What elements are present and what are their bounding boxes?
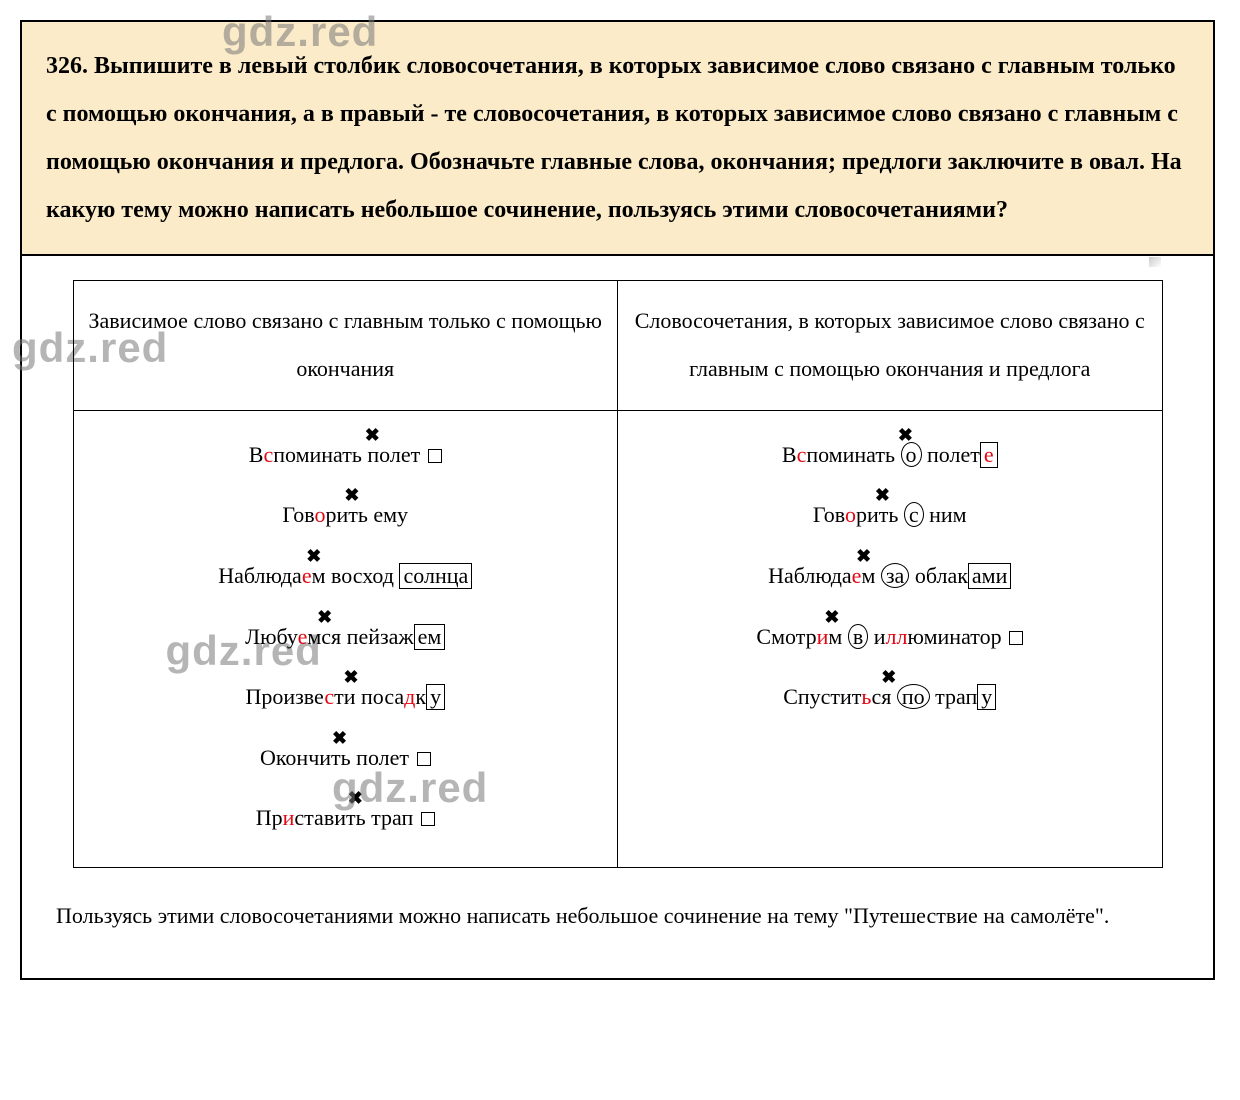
phrase: ✖ Спуститься по трапу: [783, 683, 996, 712]
cross-icon: ✖: [824, 608, 839, 626]
phrase: ✖ Приставить трап: [256, 804, 435, 833]
question-body: Выпишите в левый столбик словосочетания,…: [46, 53, 1182, 223]
cross-icon: ✖: [898, 426, 913, 444]
cell-col1: gdz.red ✖ Вспоминать полет ✖ Говорить ем…: [73, 410, 618, 867]
question-text: 326. Выпишите в левый столбик словосочет…: [46, 42, 1189, 234]
question-number: 326.: [46, 53, 88, 79]
phrase: ✖ Произвести посадку: [245, 683, 445, 712]
ending-box: ем: [414, 624, 446, 650]
cross-icon: ✖: [875, 486, 890, 504]
table-header-row: Зависимое слово связано с главным только…: [73, 281, 1162, 411]
preposition-oval: за: [881, 563, 909, 588]
cross-icon: ✖: [343, 668, 358, 686]
bottom-answer-text: Пользуясь этими словосочетаниями можно н…: [56, 894, 1179, 938]
cross-icon: ✖: [344, 486, 359, 504]
ending-box: у: [977, 684, 996, 710]
cross-icon: ✖: [332, 729, 347, 747]
corner-fold-icon: [1149, 257, 1161, 267]
comparison-table: Зависимое слово связано с главным только…: [73, 280, 1163, 868]
cross-icon: ✖: [348, 789, 363, 807]
cross-icon: ✖: [881, 668, 896, 686]
phrase: ✖ Вспоминать о полете: [782, 441, 998, 470]
cross-icon: ✖: [856, 547, 871, 565]
preposition-oval: в: [848, 624, 868, 649]
empty-ending-box: [421, 812, 435, 826]
ending-box: ами: [968, 563, 1011, 589]
cross-icon: ✖: [306, 547, 321, 565]
outer-frame: gdz.red 326. Выпишите в левый столбик сл…: [20, 20, 1215, 980]
cross-icon: ✖: [365, 426, 380, 444]
cell-col2: ✖ Вспоминать о полете ✖ Говорить с ним ✖…: [618, 410, 1163, 867]
preposition-oval: с: [904, 502, 924, 527]
empty-ending-box: [417, 752, 431, 766]
phrase: ✖ Вспоминать полет: [249, 441, 442, 470]
phrase: ✖ Говорить ему: [282, 501, 408, 530]
ending-box: е: [980, 442, 998, 468]
phrase: ✖ Говорить с ним: [813, 501, 967, 530]
question-box: gdz.red 326. Выпишите в левый столбик сл…: [22, 22, 1213, 256]
phrase: ✖ Наблюдаем за облаками: [768, 562, 1011, 591]
empty-ending-box: [428, 449, 442, 463]
cross-icon: ✖: [317, 608, 332, 626]
phrase: ✖ Смотрим в иллюминатор: [756, 623, 1023, 652]
phrase: ✖ Наблюдаем восход солнца: [218, 562, 472, 591]
empty-ending-box: [1009, 631, 1023, 645]
preposition-oval: о: [901, 442, 922, 467]
table-body-row: gdz.red ✖ Вспоминать полет ✖ Говорить ем…: [73, 410, 1162, 867]
header-col2: Словосочетания, в которых зависимое слов…: [618, 281, 1163, 411]
answer-box: gdz.red Зависимое слово связано с главны…: [22, 256, 1213, 978]
phrase: ✖ Окончить полет: [260, 744, 431, 773]
ending-box: у: [426, 684, 445, 710]
ending-box: солнца: [399, 563, 472, 589]
header-col1: Зависимое слово связано с главным только…: [73, 281, 618, 411]
preposition-oval: по: [897, 684, 930, 709]
phrase: ✖ Любуемся пейзажем: [245, 623, 445, 652]
